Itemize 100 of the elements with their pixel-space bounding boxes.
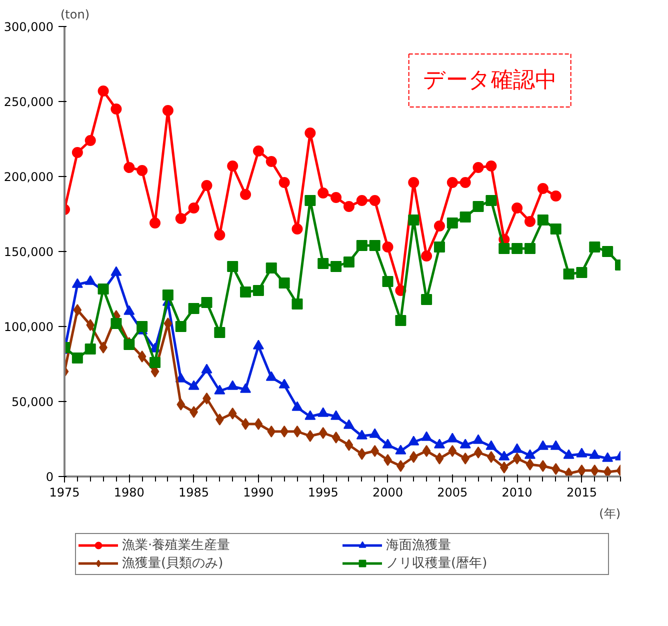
point [304,195,316,206]
y-tick-label: 100,000 [4,320,54,334]
point [512,452,522,464]
point [370,445,379,457]
legend-label: ノリ収穫量(暦年) [386,555,488,572]
point [356,195,368,206]
point [240,286,252,298]
x-tick-label: 2005 [437,486,468,500]
point [318,407,329,417]
point [188,303,200,314]
point [214,384,226,394]
point [188,380,200,390]
y-tick-label: 50,000 [12,395,54,409]
point [278,378,290,388]
x-tick-label: 2015 [566,486,597,500]
point [434,438,445,448]
point [395,315,406,326]
point [99,342,108,354]
y-tick-label: 0 [46,470,54,484]
point [304,128,316,138]
point [150,218,161,228]
point [227,380,238,390]
point [278,177,290,188]
point [356,240,368,251]
point [498,450,510,460]
point [228,408,237,420]
point [266,371,277,381]
point [563,268,574,280]
point [98,86,109,96]
point [460,212,471,222]
x-axis-title: (年) [599,506,621,520]
point [409,451,418,463]
point [486,440,497,450]
point [201,297,212,308]
point [382,438,394,448]
point [318,188,329,198]
point [486,160,497,172]
point [214,327,226,338]
point [201,180,212,191]
legend-label: 海面漁獲量 [386,537,452,554]
point [292,298,303,310]
y-tick-label: 200,000 [4,170,54,184]
point [550,440,562,450]
x-tick-label: 1980 [114,486,144,500]
point [472,162,484,173]
y-axis-title: (ton) [60,8,90,22]
point [550,224,562,234]
point [408,177,420,188]
point [512,443,523,453]
point [461,452,470,464]
point [552,463,560,475]
point [318,258,329,269]
point [446,177,458,188]
annotation: データ確認中 [422,68,557,93]
point [278,278,290,288]
point [175,213,186,224]
point [214,230,226,240]
y-tick-label: 300,000 [4,20,54,34]
point [512,202,523,214]
point [448,445,457,457]
legend-label: 漁業·養殖業生産量 [122,537,232,554]
point [524,449,536,459]
point [84,275,96,285]
point [343,201,354,212]
point [434,220,445,232]
point [537,214,548,226]
point [512,243,523,254]
point [254,418,263,430]
point [460,177,471,188]
x-tick-label: 1990 [243,486,274,500]
point [474,446,482,458]
point [72,278,83,288]
point [72,147,83,158]
point [344,439,354,451]
point [460,438,471,448]
point [176,398,186,410]
point [498,243,510,254]
point [280,426,288,438]
point [576,267,588,278]
point [382,276,394,287]
point [356,430,368,440]
point [603,466,612,476]
point [267,426,276,438]
point [369,195,380,206]
point [524,216,536,227]
point [421,294,432,305]
point [589,449,600,459]
x-tick-label: 1995 [308,486,338,500]
point [446,432,458,442]
point [190,406,198,418]
point [487,451,496,463]
point [421,431,432,441]
point [384,454,392,466]
point [110,104,122,114]
point [590,464,599,476]
point [188,202,200,214]
point [266,156,277,167]
x-tick-label: 2010 [502,486,532,500]
legend-label: 漁獲量(貝類のみ) [122,555,224,572]
point [421,250,432,262]
